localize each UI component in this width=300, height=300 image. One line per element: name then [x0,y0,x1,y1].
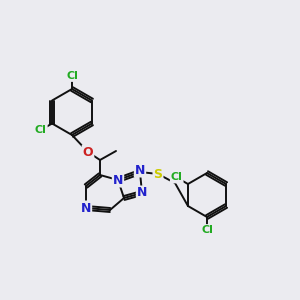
Text: Cl: Cl [201,225,213,235]
Text: N: N [137,187,147,200]
Text: Cl: Cl [171,172,183,182]
Text: N: N [113,173,123,187]
Text: Cl: Cl [66,71,78,81]
Text: S: S [154,167,163,181]
Text: N: N [135,164,145,176]
Text: O: O [83,146,93,158]
Text: N: N [81,202,91,214]
Text: Cl: Cl [35,125,47,135]
